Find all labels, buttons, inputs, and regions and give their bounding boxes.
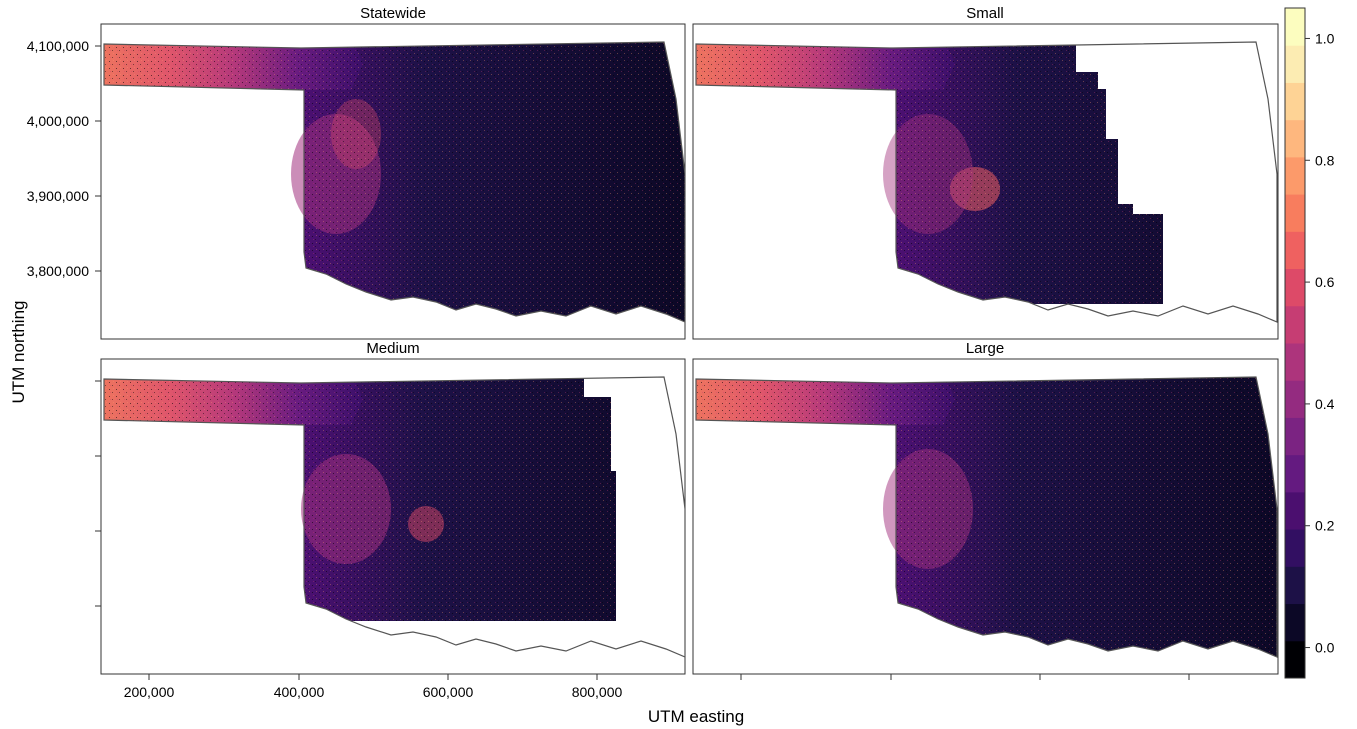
- colorbar-tick-label: 0.0: [1315, 640, 1335, 656]
- colorbar-tick-label: 1.0: [1315, 30, 1335, 46]
- raster-layer: [103, 376, 685, 658]
- colorbar-frame: [1284, 7, 1306, 679]
- colorbar-cell: [1285, 343, 1305, 381]
- colorbar-cell: [1285, 491, 1305, 530]
- panel-title: Small: [966, 5, 1004, 22]
- panel-medium: Medium: [100, 340, 686, 675]
- x-axis-label: UTM easting: [648, 707, 744, 726]
- x-tick-label: 200,000: [124, 684, 175, 700]
- state-outline: [695, 376, 1278, 658]
- colorbar-cell: [1285, 231, 1305, 270]
- colorbar-tick-label: 0.6: [1315, 274, 1335, 290]
- panel-statewide: Statewide: [100, 5, 686, 340]
- colorbar-cells: [1285, 8, 1305, 679]
- panel-small: Small: [692, 5, 1279, 340]
- colorbar-cell: [1285, 305, 1305, 344]
- panel-title: Statewide: [360, 5, 426, 22]
- raster-layer: [103, 41, 685, 323]
- x-tick-label: 800,000: [572, 684, 623, 700]
- colorbar-cell: [1285, 603, 1305, 642]
- colorbar-cell: [1285, 454, 1305, 493]
- colorbar-cell: [1285, 268, 1305, 307]
- x-tick-label: 400,000: [274, 684, 325, 700]
- y-tick-label: 4,000,000: [27, 113, 89, 129]
- raster-layer: [695, 376, 1278, 658]
- state-outline: [103, 376, 685, 658]
- colorbar-ticks: 1.0 0.8 0.6 0.4 0.2 0.0: [1305, 30, 1335, 656]
- y-axis: 4,100,000 4,000,000 3,900,000 3,800,000 …: [9, 38, 101, 607]
- colorbar-tick-label: 0.2: [1315, 518, 1335, 534]
- colorbar-cell: [1285, 156, 1305, 195]
- colorbar-cell: [1285, 82, 1305, 121]
- colorbar-cell: [1285, 119, 1305, 158]
- y-axis-label: UTM northing: [9, 301, 28, 404]
- colorbar-cell: [1285, 45, 1305, 83]
- x-tick-label: 600,000: [423, 684, 474, 700]
- colorbar-cell: [1285, 529, 1305, 567]
- x-axis: 200,000 400,000 600,000 800,000 UTM east…: [124, 674, 1190, 726]
- colorbar-tick-label: 0.4: [1315, 396, 1335, 412]
- panel-title: Large: [966, 340, 1004, 357]
- colorbar-cell: [1285, 8, 1305, 46]
- y-tick-label: 3,800,000: [27, 263, 89, 279]
- colorbar-cell: [1285, 417, 1305, 456]
- colorbar-cell: [1285, 194, 1305, 232]
- y-tick-label: 3,900,000: [27, 188, 89, 204]
- colorbar-tick-label: 0.8: [1315, 152, 1335, 168]
- colorbar-cell: [1285, 380, 1305, 418]
- panel-large: Large: [692, 340, 1279, 675]
- state-outline: [103, 41, 685, 323]
- colorbar: 1.0 0.8 0.6 0.4 0.2 0.0: [1284, 7, 1335, 679]
- y-tick-label: 4,100,000: [27, 38, 89, 54]
- panel-title: Medium: [366, 340, 419, 357]
- state-outline: [695, 41, 1278, 323]
- colorbar-cell: [1285, 640, 1305, 679]
- colorbar-cell: [1285, 566, 1305, 605]
